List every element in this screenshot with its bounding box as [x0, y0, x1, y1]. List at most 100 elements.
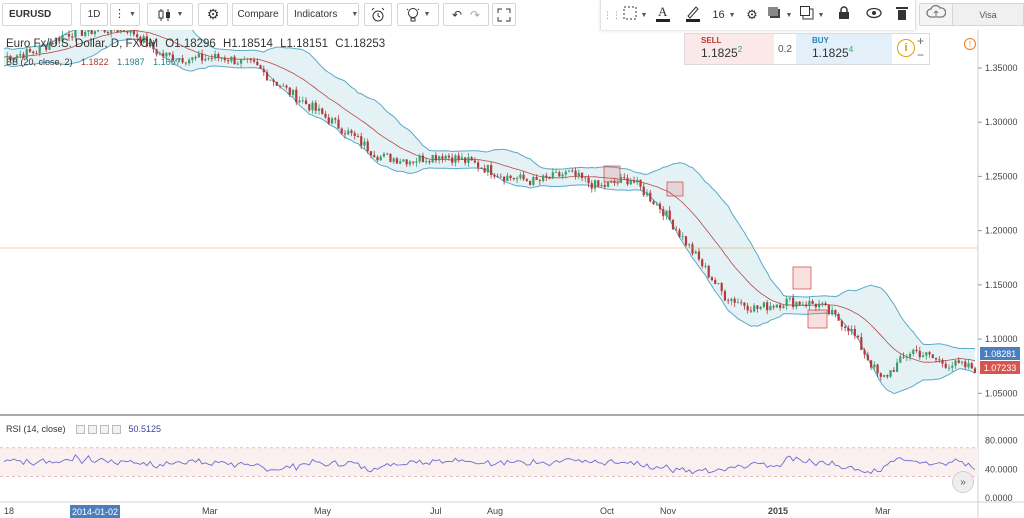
candle-body — [288, 87, 291, 95]
undo-icon[interactable]: ↶ — [451, 7, 462, 22]
candle-body — [119, 30, 123, 33]
candle-body — [662, 209, 665, 217]
line-color-button[interactable] — [683, 4, 703, 26]
more-icon[interactable] — [111, 424, 121, 434]
fullscreen-button[interactable] — [492, 3, 516, 26]
candle-body — [418, 155, 421, 162]
candle-body — [701, 259, 704, 267]
highlight-box[interactable] — [603, 165, 621, 183]
highlight-box[interactable] — [792, 266, 812, 290]
indicators-label: Indicators — [294, 9, 338, 20]
candles-icon — [157, 8, 173, 22]
highlight-box[interactable] — [666, 181, 684, 197]
candle-body — [603, 184, 606, 187]
candle-body — [584, 177, 587, 179]
svg-text:A: A — [658, 4, 668, 19]
candle-body — [301, 100, 304, 102]
candle-body — [863, 349, 866, 355]
save-layout-button[interactable] — [919, 3, 953, 26]
candle-body — [291, 89, 295, 95]
bollinger-lower-value: 1.1657 — [153, 57, 181, 67]
highlight-box[interactable] — [807, 309, 828, 329]
info-icon[interactable]: i — [897, 39, 915, 57]
drawing-settings-button[interactable]: ⚙ — [743, 4, 761, 26]
delete-button[interactable] — [893, 4, 911, 26]
candle-body — [80, 30, 84, 36]
drag-handle-icon[interactable]: ⋮⋮ — [603, 9, 621, 20]
settings-button[interactable]: ⚙ — [198, 3, 228, 26]
compare-button[interactable]: Compare — [232, 3, 284, 26]
candle-body — [610, 180, 613, 183]
candle-body — [941, 359, 944, 364]
candle-body — [438, 156, 441, 161]
indicators-button[interactable]: Indicators ▼ — [287, 3, 359, 26]
settings-icon[interactable] — [87, 424, 97, 434]
candle-body — [38, 46, 41, 54]
candle-body — [567, 170, 571, 172]
candle-body — [892, 370, 895, 372]
candle-body — [626, 177, 629, 185]
visibility-interval-button[interactable]: ▼ — [767, 4, 793, 26]
clone-button[interactable]: ▼ — [799, 4, 825, 26]
candle-body — [821, 303, 824, 305]
candle-body — [860, 337, 863, 350]
interval-dropdown-button[interactable]: ⋮ ▼ — [110, 3, 140, 26]
scroll-to-realtime-button[interactable]: » — [952, 471, 974, 493]
candle-body — [733, 298, 736, 303]
candle-body — [548, 177, 551, 179]
candle-body — [905, 357, 908, 358]
time-axis[interactable]: 18 Mar May Jul Aug Oct Nov 2015 Mar — [4, 506, 891, 516]
close-icon[interactable] — [99, 424, 109, 434]
more-vertical-icon: ⋮ — [114, 8, 126, 20]
candle-body — [824, 303, 827, 306]
series-title[interactable]: Euro Fx/U.S. Dollar, D, FXCM — [6, 38, 159, 50]
symbol-label: EURUSD — [9, 9, 52, 20]
candle-body — [886, 375, 889, 377]
warning-icon[interactable]: ! — [964, 38, 976, 50]
rsi-legend-label[interactable]: RSI (14, close) — [6, 424, 66, 434]
alert-button[interactable] — [364, 3, 392, 26]
bollinger-legend-label[interactable]: BB (20, close, 2) — [6, 57, 73, 67]
eye-toggle-icon[interactable] — [75, 424, 85, 434]
candle-body — [434, 155, 438, 161]
candle-body — [619, 177, 623, 183]
line-style-button[interactable]: ▼ — [621, 4, 649, 26]
candle-body — [921, 355, 925, 358]
candle-body — [340, 128, 343, 134]
candle-body — [707, 265, 710, 278]
candle-body — [175, 60, 178, 61]
time-tick-label: Nov — [660, 506, 677, 516]
candle-body — [525, 179, 528, 182]
symbol-search-button[interactable]: EURUSD — [2, 3, 72, 26]
candle-body — [490, 165, 493, 176]
candle-body — [973, 368, 977, 373]
price-axis[interactable]: 1.35000 1.30000 1.25000 1.20000 1.15000 1.100… — [978, 63, 1018, 398]
candle-body — [632, 180, 636, 183]
lock-button[interactable] — [835, 4, 853, 26]
redo-icon[interactable]: ↷ — [470, 7, 481, 22]
chart-style-button[interactable]: ▼ — [147, 3, 193, 26]
text-color-button[interactable]: A — [653, 4, 673, 26]
buy-button[interactable]: BUY 1.18254 — [796, 34, 892, 64]
sell-button[interactable]: SELL 1.18252 — [685, 34, 774, 64]
candle-body — [834, 309, 837, 315]
hide-button[interactable] — [865, 4, 883, 26]
interval-button[interactable]: 1D — [80, 3, 108, 26]
candle-body — [558, 172, 561, 177]
candle-body — [844, 326, 847, 328]
layout-name-button[interactable]: Visa — [953, 3, 1024, 26]
price-tick-label: 1.20000 — [985, 226, 1018, 236]
candle-body — [827, 305, 830, 314]
candle-body — [856, 335, 860, 338]
chart-canvas[interactable]: 1.35000 1.30000 1.25000 1.20000 1.15000 1.100… — [0, 30, 1024, 518]
candle-body — [386, 153, 389, 155]
candle-body — [795, 301, 798, 307]
ideas-button[interactable]: ▼ — [397, 3, 439, 26]
candle-body — [756, 305, 759, 309]
candle-body — [168, 52, 171, 55]
candle-body — [684, 236, 688, 246]
candle-body — [714, 280, 717, 284]
expand-plus-icon[interactable]: + — [917, 34, 925, 48]
font-size-dropdown[interactable]: 16 ▼ — [711, 4, 737, 26]
collapse-minus-icon[interactable]: − — [917, 48, 925, 62]
